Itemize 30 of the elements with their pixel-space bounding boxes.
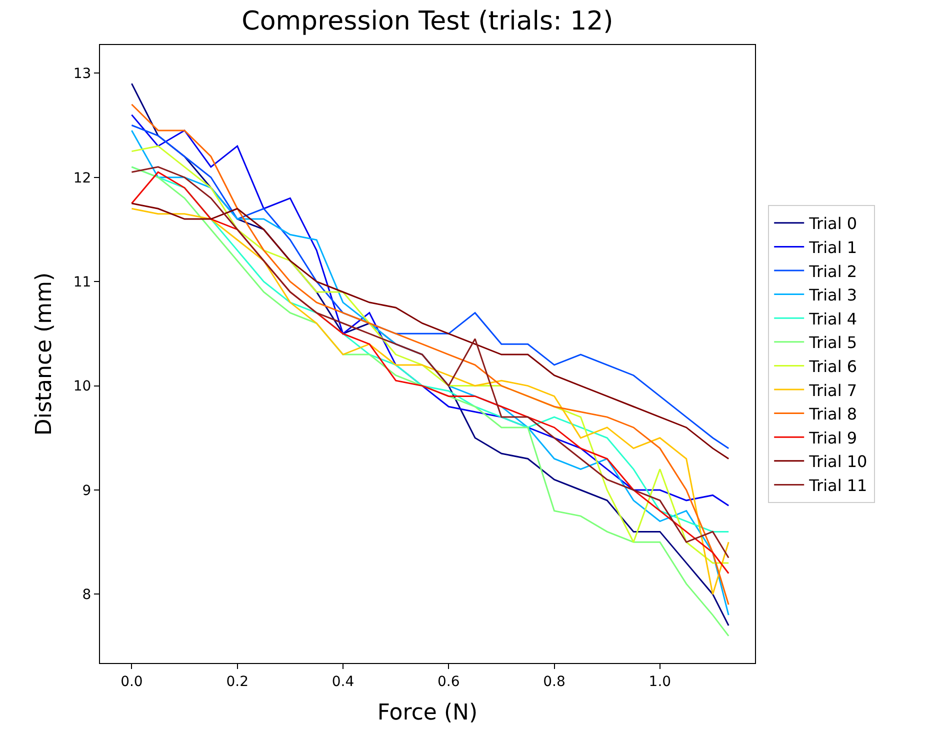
legend-label: Trial 4 <box>808 309 858 328</box>
line-series <box>130 114 730 506</box>
x-tick-label: 0.4 <box>332 674 354 690</box>
x-axis-title: Force (N) <box>377 700 478 726</box>
legend-label: Trial 9 <box>808 428 858 448</box>
x-tick-label: 1.0 <box>648 674 672 690</box>
line-series <box>130 124 730 450</box>
legend-label: Trial 7 <box>808 380 858 400</box>
line-series <box>130 202 730 460</box>
legend-label: Trial 1 <box>808 238 858 257</box>
x-tick-label: 0.6 <box>437 674 460 690</box>
y-tick-label: 11 <box>73 274 92 290</box>
y-tick-label: 12 <box>73 170 92 186</box>
legend-label: Trial 5 <box>808 333 858 352</box>
legend-label: Trial 3 <box>808 286 858 305</box>
legend-label: Trial 8 <box>808 404 858 424</box>
legend-label: Trial 11 <box>808 476 868 495</box>
x-tick-label: 0.0 <box>120 674 143 690</box>
legend-label: Trial 10 <box>808 452 868 472</box>
y-tick-label: 13 <box>73 66 92 82</box>
y-tick-label: 9 <box>82 482 92 499</box>
chart-title: Compression Test (trials: 12) <box>242 6 614 36</box>
x-tick-label: 0.2 <box>226 674 248 690</box>
x-tick-label: 0.8 <box>543 674 566 690</box>
legend-label: Trial 6 <box>808 356 858 376</box>
y-tick-label: 8 <box>82 587 92 604</box>
y-tick-label: 10 <box>73 378 92 395</box>
legend-label: Trial 0 <box>808 214 858 234</box>
y-axis-title: Distance (mm) <box>32 272 58 436</box>
legend-label: Trial 2 <box>808 262 858 281</box>
